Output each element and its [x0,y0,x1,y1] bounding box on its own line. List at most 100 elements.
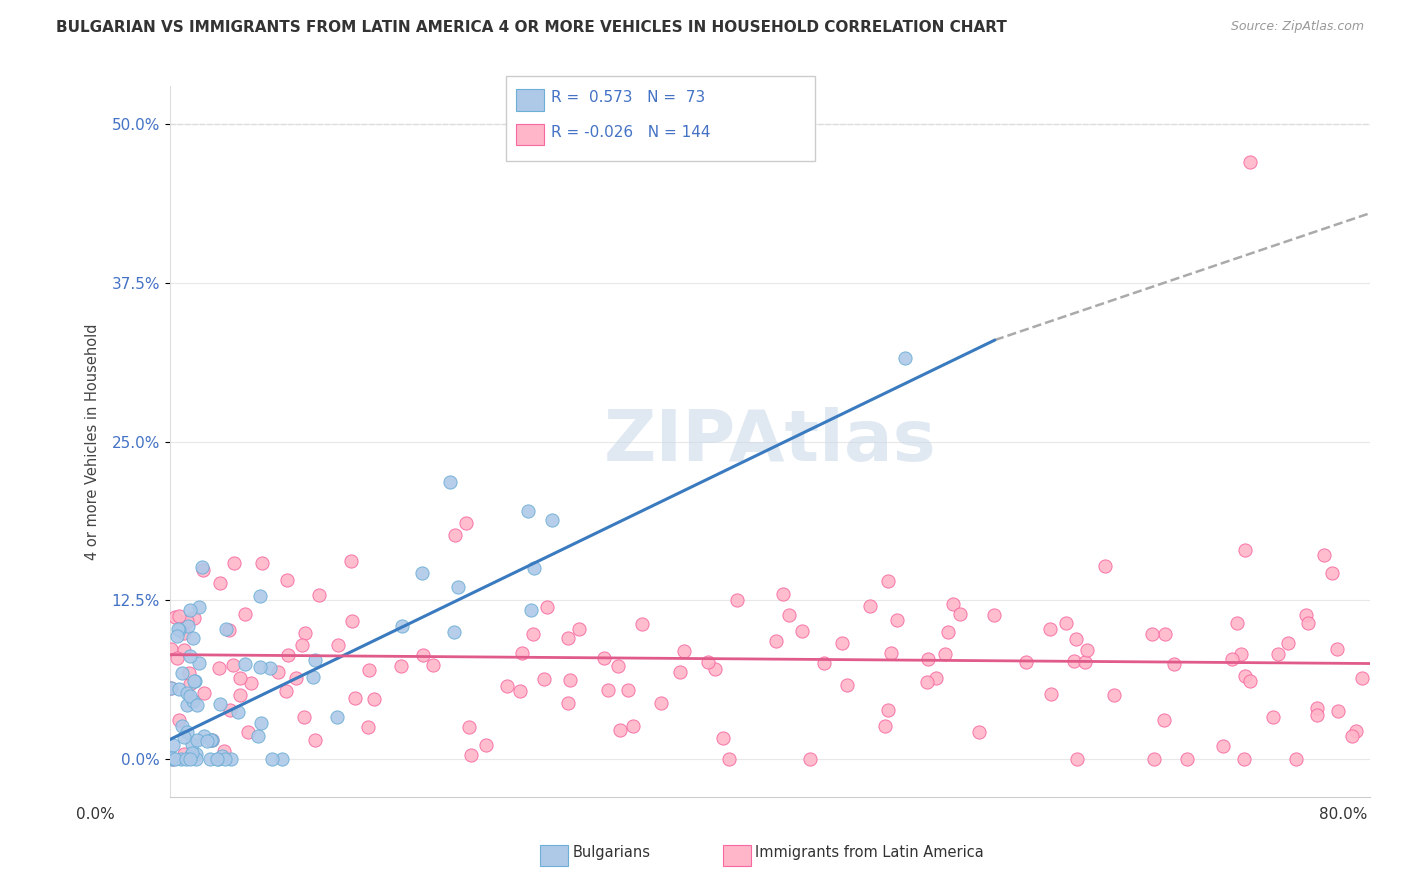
Point [495,679,517,693]
Text: BULGARIAN VS IMMIGRANTS FROM LATIN AMERICA 4 OR MORE VEHICLES IN HOUSEHOLD CORRE: BULGARIAN VS IMMIGRANTS FROM LATIN AMERI… [56,20,1007,35]
Point [725,592,748,607]
Point [184,673,207,688]
Point [1326,642,1348,657]
Point [226,705,249,719]
Point [201,733,224,747]
Point [917,652,939,666]
Point [778,607,800,622]
Point [224,557,246,571]
Point [1295,608,1317,623]
Point [474,738,496,752]
Point [1285,752,1308,766]
Point [236,725,259,739]
Point [1234,543,1257,558]
Point [211,748,233,763]
Point [1063,654,1085,668]
Point [176,686,198,700]
Point [422,657,444,672]
Point [181,746,204,760]
Point [176,698,198,712]
Point [925,671,948,685]
Point [235,607,257,621]
Point [1066,752,1088,766]
Point [249,660,271,674]
Point [340,554,363,568]
Point [1267,647,1289,661]
Point [446,581,468,595]
Point [172,719,194,733]
Point [606,658,628,673]
Point [1233,752,1256,766]
Point [179,689,201,703]
Point [831,636,853,650]
Point [1102,689,1125,703]
Point [170,666,193,681]
Point [176,619,198,633]
Point [609,723,631,737]
Point [1351,671,1374,685]
Point [301,670,323,684]
Point [160,642,183,657]
Point [173,747,195,762]
Point [1038,622,1060,636]
Point [1064,632,1087,646]
Point [167,713,190,727]
Point [454,516,477,530]
Point [1305,700,1327,714]
Point [1153,713,1175,727]
Point [1054,615,1077,630]
Point [359,663,381,677]
Point [1040,687,1063,701]
Point [274,684,297,698]
Point [218,623,240,637]
Text: R =  0.573   N =  73: R = 0.573 N = 73 [551,90,706,104]
Text: 80.0%: 80.0% [1319,807,1367,822]
Point [304,653,326,667]
Point [391,618,413,632]
Point [229,671,252,685]
Point [190,559,212,574]
Point [222,658,245,673]
Point [1313,548,1336,562]
Point [650,696,672,710]
Point [942,598,965,612]
Point [291,638,314,652]
Point [249,589,271,603]
Point [277,648,299,662]
Point [668,665,690,679]
Point [179,676,201,690]
Point [167,608,190,623]
Point [208,575,231,590]
Point [1143,752,1166,766]
Point [193,730,215,744]
Point [704,662,727,676]
Point [510,646,533,660]
Point [179,603,201,617]
Point [1153,627,1175,641]
Point [711,731,734,746]
Point [813,656,835,670]
Point [198,752,221,766]
Point [201,733,224,747]
Point [160,681,183,695]
Point [1261,709,1284,723]
Point [894,351,917,366]
Point [1239,155,1261,169]
Point [180,747,202,762]
Point [915,674,938,689]
Point [165,609,187,624]
Point [326,710,349,724]
Point [443,625,465,640]
Point [183,611,205,625]
Point [181,631,204,645]
Point [173,625,195,640]
Point [174,752,197,766]
Point [167,622,190,636]
Point [239,675,262,690]
Point [983,608,1005,623]
Point [169,682,191,697]
Point [1298,615,1320,630]
Point [276,573,298,587]
Point [1015,655,1038,669]
Point [593,651,616,665]
